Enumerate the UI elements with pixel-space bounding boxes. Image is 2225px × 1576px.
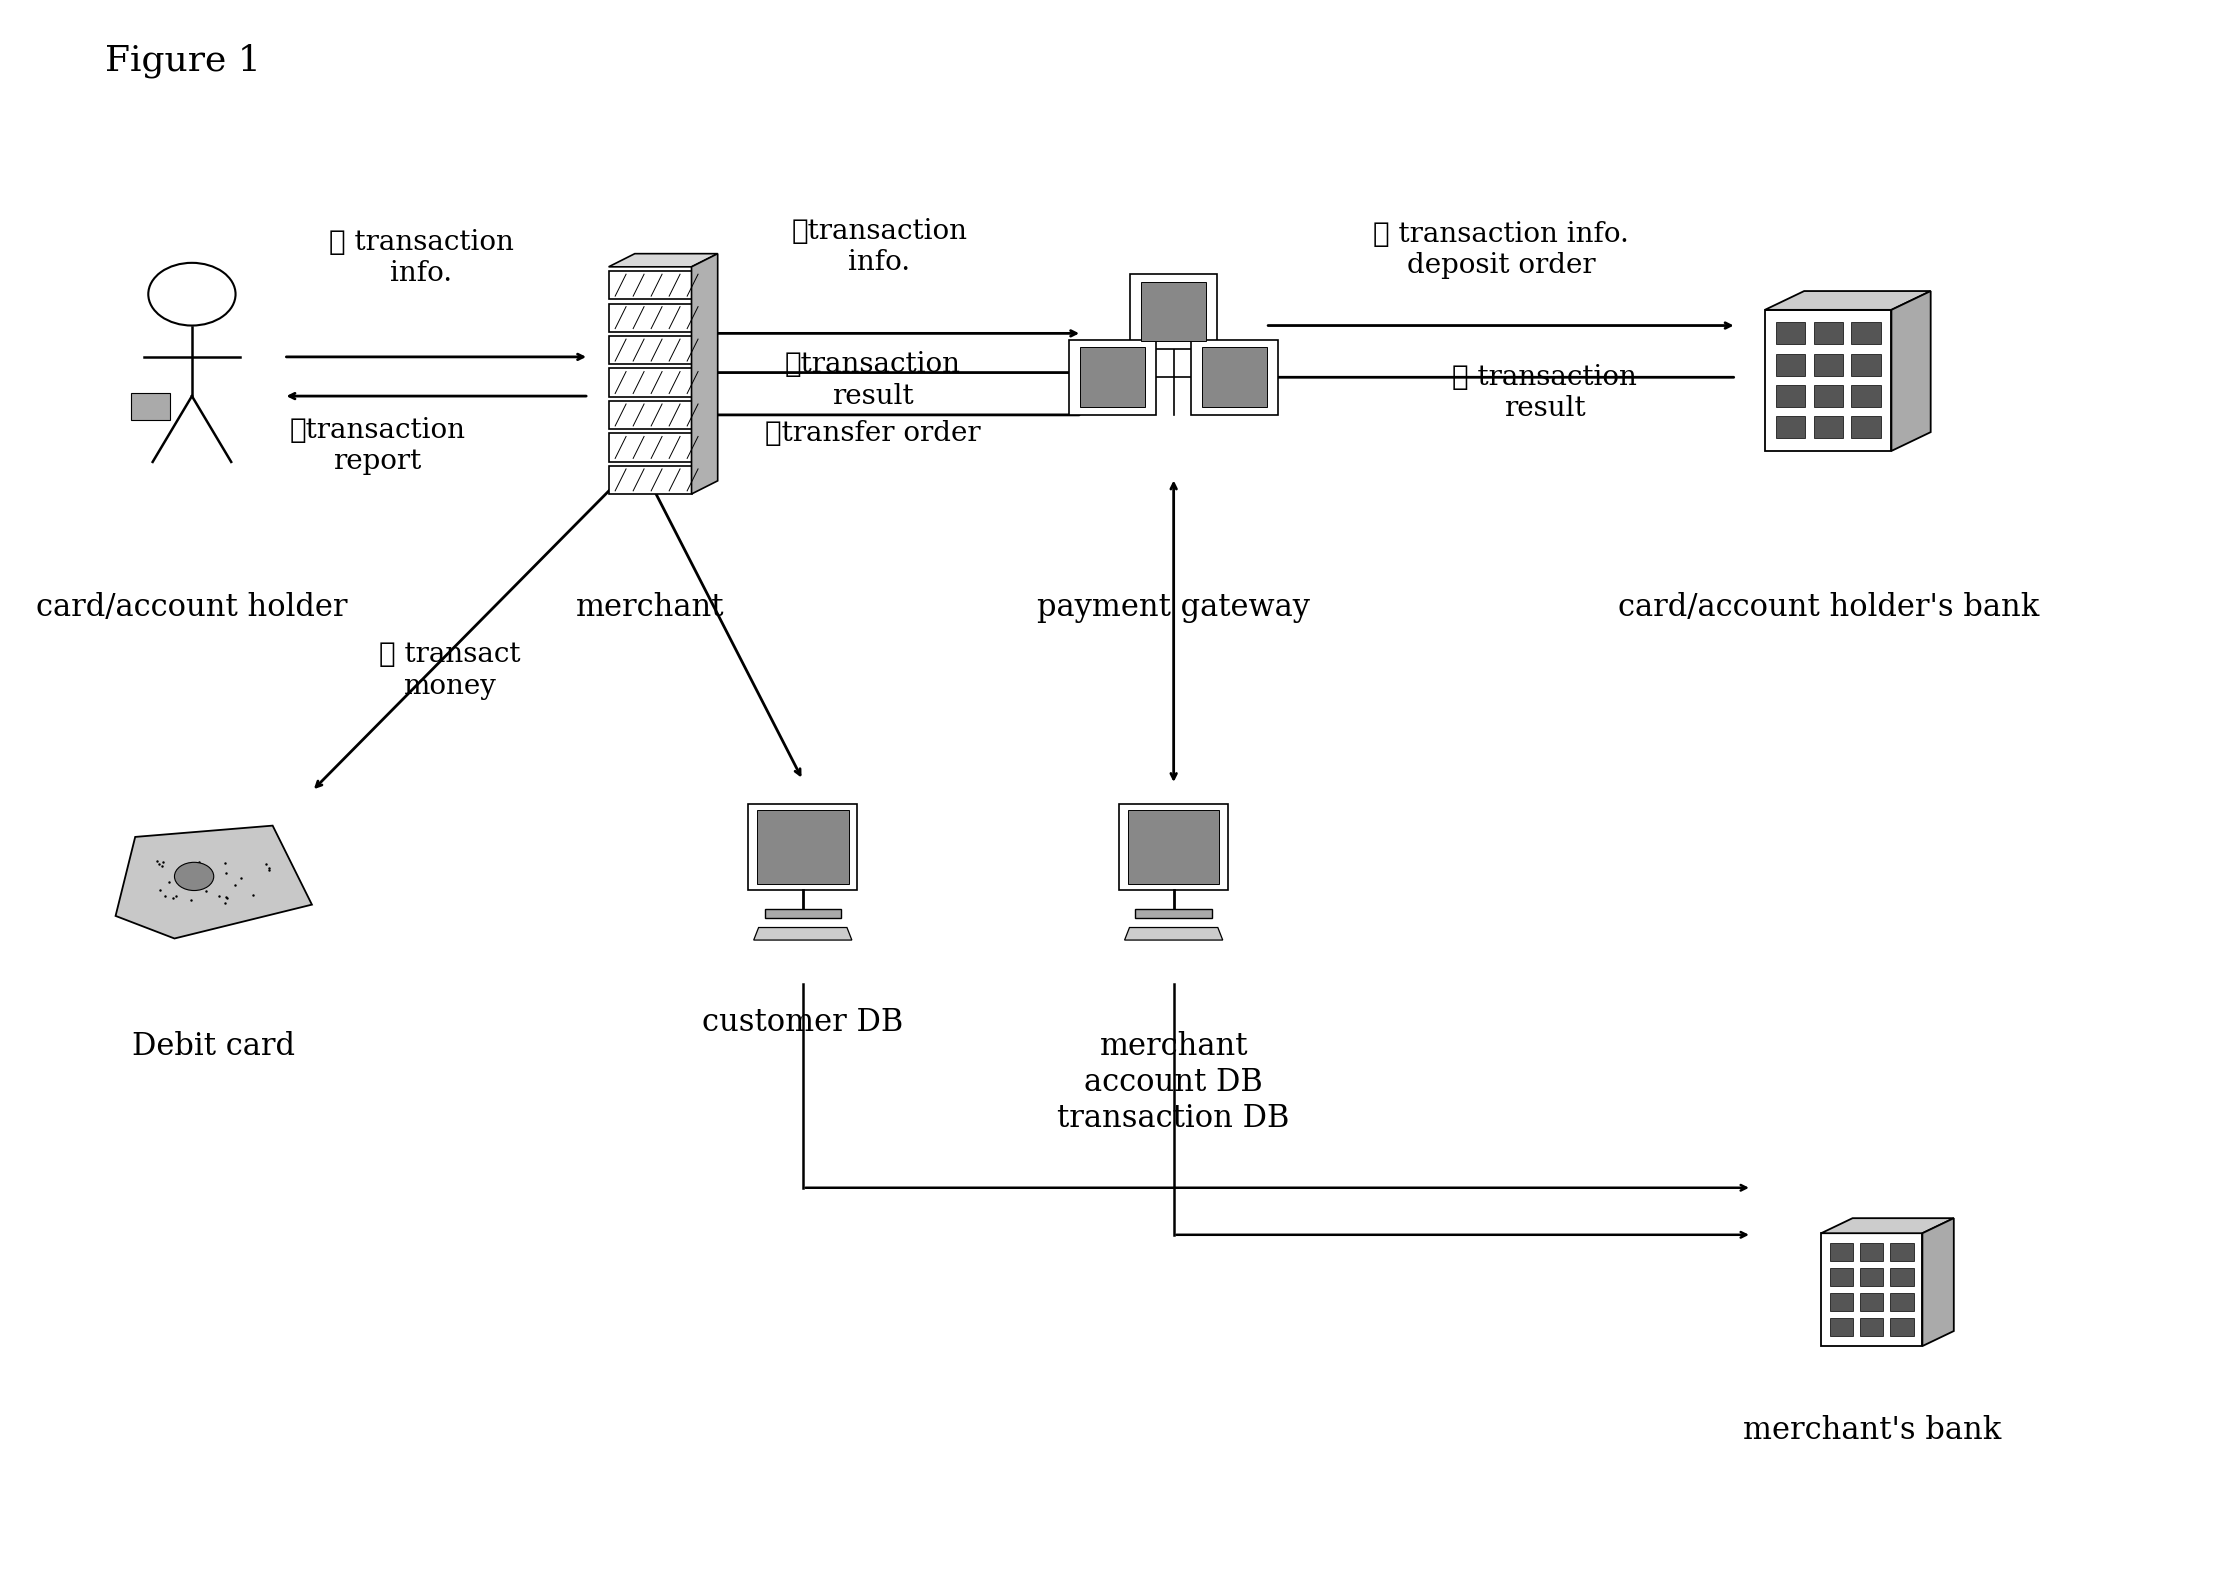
Polygon shape bbox=[1851, 323, 1880, 344]
Polygon shape bbox=[1851, 416, 1880, 438]
Text: ⑧ transact
money: ⑧ transact money bbox=[378, 641, 521, 700]
Polygon shape bbox=[1202, 347, 1268, 407]
Polygon shape bbox=[1891, 1294, 1914, 1311]
Polygon shape bbox=[1891, 292, 1931, 451]
Polygon shape bbox=[1190, 340, 1279, 414]
Text: Figure 1: Figure 1 bbox=[105, 44, 260, 77]
Polygon shape bbox=[1764, 292, 1931, 310]
Polygon shape bbox=[1119, 804, 1228, 890]
Polygon shape bbox=[1851, 385, 1880, 407]
Polygon shape bbox=[1860, 1319, 1882, 1336]
Text: Debit card: Debit card bbox=[131, 1031, 296, 1062]
Polygon shape bbox=[1891, 1243, 1914, 1261]
Polygon shape bbox=[610, 336, 692, 364]
Polygon shape bbox=[116, 826, 312, 938]
Polygon shape bbox=[610, 433, 692, 462]
Polygon shape bbox=[1829, 1319, 1853, 1336]
Polygon shape bbox=[1829, 1269, 1853, 1286]
Text: ⑤transaction
result: ⑤transaction result bbox=[785, 351, 961, 410]
Polygon shape bbox=[610, 271, 692, 299]
Polygon shape bbox=[1776, 353, 1804, 375]
Polygon shape bbox=[610, 304, 692, 331]
Polygon shape bbox=[1813, 385, 1842, 407]
Circle shape bbox=[149, 263, 236, 326]
Polygon shape bbox=[1124, 928, 1224, 939]
Polygon shape bbox=[1764, 310, 1891, 451]
Polygon shape bbox=[610, 466, 692, 493]
Text: merchant
account DB
transaction DB: merchant account DB transaction DB bbox=[1057, 1031, 1290, 1133]
Text: card/account holder's bank: card/account holder's bank bbox=[1618, 593, 2038, 623]
Polygon shape bbox=[1813, 353, 1842, 375]
Polygon shape bbox=[610, 254, 719, 266]
Polygon shape bbox=[610, 369, 692, 397]
Polygon shape bbox=[1860, 1243, 1882, 1261]
Polygon shape bbox=[1829, 1243, 1853, 1261]
Polygon shape bbox=[1820, 1232, 1922, 1346]
Text: merchant: merchant bbox=[576, 593, 725, 623]
Text: ⑥transaction
report: ⑥transaction report bbox=[289, 418, 465, 476]
Text: merchant's bank: merchant's bank bbox=[1742, 1415, 2000, 1447]
Polygon shape bbox=[1922, 1218, 1954, 1346]
Polygon shape bbox=[1860, 1294, 1882, 1311]
Polygon shape bbox=[1820, 1218, 1954, 1232]
Polygon shape bbox=[1135, 909, 1213, 919]
Text: card/account holder: card/account holder bbox=[36, 593, 347, 623]
Polygon shape bbox=[1891, 1269, 1914, 1286]
Circle shape bbox=[174, 862, 214, 890]
Polygon shape bbox=[1891, 1319, 1914, 1336]
Text: ④ transaction
result: ④ transaction result bbox=[1453, 364, 1638, 422]
Polygon shape bbox=[1829, 1294, 1853, 1311]
Text: customer DB: customer DB bbox=[703, 1007, 903, 1039]
Polygon shape bbox=[1813, 323, 1842, 344]
Text: ③ transaction info.
deposit order: ③ transaction info. deposit order bbox=[1373, 221, 1629, 279]
Text: payment gateway: payment gateway bbox=[1037, 593, 1311, 623]
Polygon shape bbox=[1860, 1269, 1882, 1286]
Polygon shape bbox=[1079, 347, 1146, 407]
Polygon shape bbox=[1776, 323, 1804, 344]
Polygon shape bbox=[756, 810, 848, 884]
Polygon shape bbox=[1068, 340, 1157, 414]
Text: ① transaction
info.: ① transaction info. bbox=[329, 229, 514, 287]
Polygon shape bbox=[1130, 274, 1217, 348]
Polygon shape bbox=[1776, 385, 1804, 407]
Polygon shape bbox=[748, 804, 857, 890]
Polygon shape bbox=[1813, 416, 1842, 438]
Polygon shape bbox=[1851, 353, 1880, 375]
Text: ⑦transfer order: ⑦transfer order bbox=[765, 421, 981, 448]
Text: ②transaction
info.: ②transaction info. bbox=[792, 217, 968, 276]
Polygon shape bbox=[1776, 416, 1804, 438]
Polygon shape bbox=[754, 928, 852, 939]
Polygon shape bbox=[610, 400, 692, 429]
Polygon shape bbox=[131, 392, 169, 419]
Polygon shape bbox=[765, 909, 841, 919]
Polygon shape bbox=[1141, 282, 1206, 342]
Polygon shape bbox=[1128, 810, 1219, 884]
Polygon shape bbox=[692, 254, 719, 493]
